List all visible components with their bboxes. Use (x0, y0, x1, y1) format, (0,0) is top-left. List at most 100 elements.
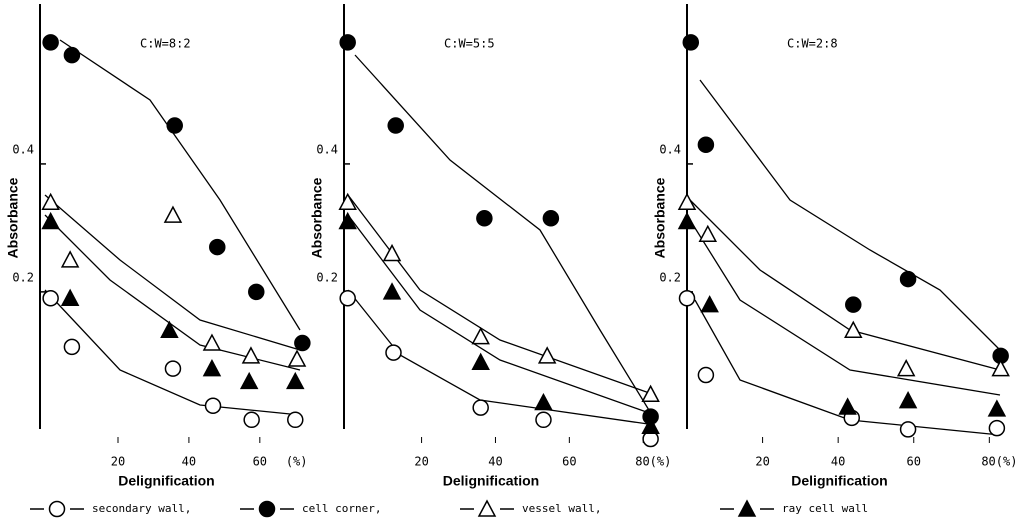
curve (347, 214, 656, 416)
marker (697, 366, 715, 384)
marker (697, 136, 715, 153)
marker (241, 346, 261, 364)
marker (338, 192, 357, 211)
legend-marker (48, 500, 66, 518)
curve (699, 79, 1001, 351)
x-tick-label: 40 (488, 455, 502, 469)
legend-marker (477, 499, 497, 517)
curve (689, 219, 1001, 396)
legend-label: cell corner, (302, 502, 381, 515)
marker (166, 117, 183, 134)
curve (694, 299, 1001, 436)
marker (682, 34, 700, 51)
marker (338, 211, 357, 230)
marker (991, 359, 1010, 377)
curve (59, 39, 301, 331)
curve (347, 194, 656, 396)
marker (42, 290, 59, 307)
x-axis-label: Delignification (791, 473, 887, 489)
marker (163, 205, 183, 223)
chart-title: C:W=5:5 (444, 37, 495, 51)
y-tick-label: 0.4 (12, 142, 34, 156)
y-tick-label: 0.2 (659, 270, 681, 284)
marker (382, 243, 402, 262)
marker (248, 283, 265, 301)
marker (844, 320, 863, 338)
marker (537, 346, 557, 364)
marker (988, 419, 1006, 437)
marker (164, 360, 182, 377)
marker (160, 320, 179, 338)
marker (838, 397, 857, 415)
marker (294, 334, 311, 352)
marker (60, 288, 80, 307)
marker (202, 333, 222, 351)
marker (63, 46, 81, 64)
legend-label: vessel wall, (522, 502, 601, 515)
marker (41, 192, 60, 211)
marker (534, 392, 553, 411)
marker (60, 250, 80, 268)
marker (471, 352, 490, 370)
chart-title: C:W=8:2 (140, 37, 191, 51)
y-tick-label: 0.4 (316, 142, 338, 156)
curve (689, 199, 1001, 371)
x-tick-label: 60 (907, 455, 921, 469)
y-axis-label: Absorbance (5, 177, 21, 258)
marker (239, 371, 259, 390)
marker (204, 397, 222, 414)
y-axis-label: Absorbance (309, 177, 325, 258)
marker (898, 391, 918, 409)
marker (385, 344, 402, 361)
marker (243, 411, 260, 429)
fitted-curves (44, 39, 1001, 436)
y-axis-label: Absorbance (652, 177, 668, 258)
marker (287, 349, 307, 367)
marker (382, 282, 402, 300)
y-tick-label: 0.4 (659, 142, 681, 156)
marker (287, 411, 304, 429)
marker (535, 411, 552, 429)
chart-title: C:W=2:8 (787, 37, 838, 51)
y-tick-label: 0.2 (316, 270, 338, 284)
marker (471, 327, 490, 345)
curve (44, 194, 301, 351)
x-tick-label: 60 (253, 455, 267, 469)
marker (677, 211, 697, 230)
x-tick-label: 40 (182, 455, 196, 469)
marker (987, 399, 1007, 417)
marker (641, 384, 660, 402)
marker (845, 296, 862, 313)
x-tick-label: 60 (562, 455, 576, 469)
curve (44, 289, 301, 416)
marker (202, 359, 222, 377)
x-tick-label: 80(%) (981, 455, 1017, 469)
marker (42, 34, 59, 51)
x-tick-label: 80(%) (635, 455, 671, 469)
curve (354, 54, 656, 421)
x-tick-label: 20 (755, 455, 769, 469)
marker (698, 224, 718, 243)
marker (700, 295, 719, 313)
marker (41, 211, 60, 230)
x-axis-label: Delignification (443, 473, 539, 489)
legend-marker (258, 500, 276, 518)
marker (472, 399, 489, 416)
marker (677, 192, 697, 211)
marker (896, 359, 916, 377)
marker (899, 421, 917, 438)
x-axis-label: Delignification (118, 473, 214, 489)
curve (347, 289, 656, 426)
marker (476, 210, 493, 227)
legend-marker (737, 499, 757, 517)
marker (63, 338, 81, 356)
marker (339, 290, 356, 307)
x-tick-label: 20 (111, 455, 125, 469)
marker (209, 238, 226, 256)
marker (339, 34, 356, 51)
marker (899, 270, 917, 288)
legend-label: ray cell wall (782, 502, 868, 515)
marker (678, 290, 696, 307)
